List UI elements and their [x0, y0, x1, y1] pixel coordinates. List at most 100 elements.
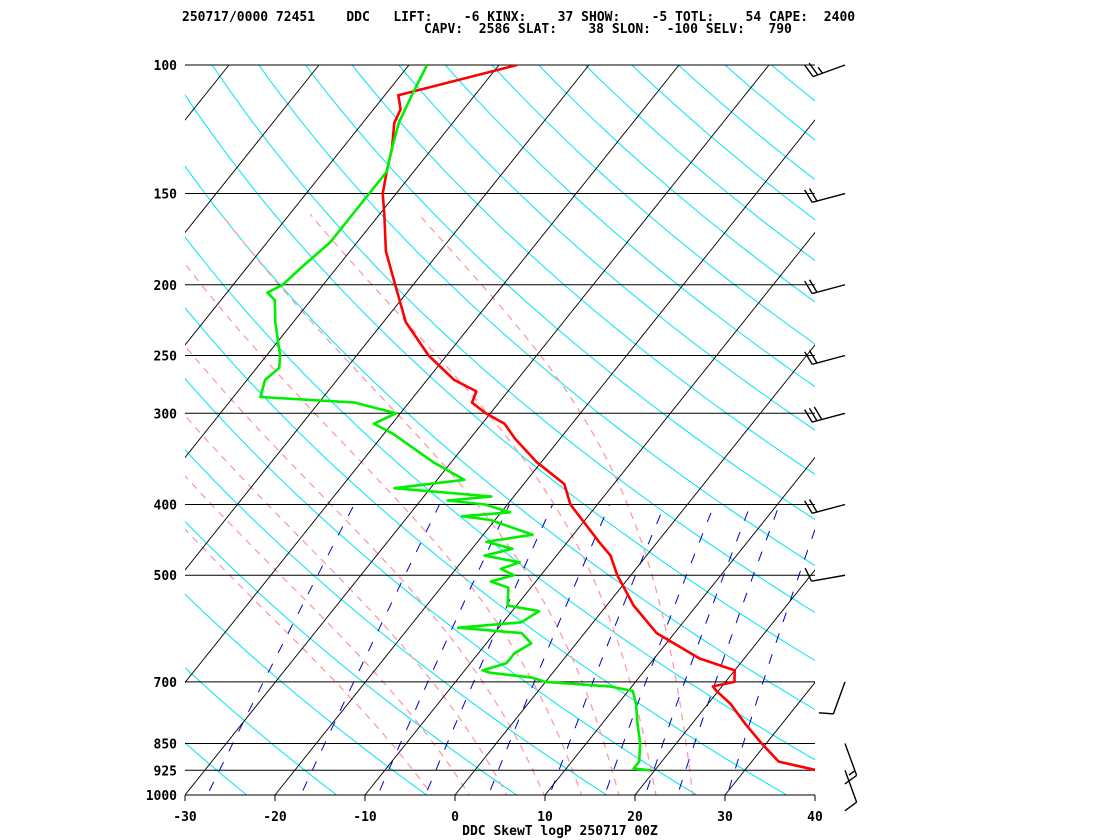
wind-barb-staff: [832, 681, 846, 715]
axis-ticks: -30 -20 -10 0 10 20 30 40: [173, 794, 823, 825]
mixing-ratio-line: [206, 504, 355, 795]
pressure-tick-label: 1000: [146, 789, 177, 804]
wind-barb-flag: [804, 280, 813, 294]
moist-adiabat: [418, 213, 694, 795]
dry-adiabat: [912, 65, 1120, 811]
dewpoint-profile: [259, 65, 651, 772]
dry-adiabat: [351, 65, 815, 476]
temperature-tick-label: -30: [173, 810, 197, 825]
wind-barb-flag: [804, 409, 813, 423]
isotherm: [454, 344, 815, 795]
wind-barb-flag: [808, 407, 818, 422]
isotherm: [364, 231, 815, 795]
isotherm: [0, 65, 49, 795]
mixing-ratio-line: [377, 504, 510, 795]
pressure-tick-label: 925: [154, 764, 177, 779]
wind-barb-staff: [811, 192, 846, 204]
mixing-ratio-line: [487, 504, 611, 795]
temperature-tick-label: 40: [807, 810, 823, 825]
isotherm: [185, 65, 410, 346]
wind-barb: [804, 279, 846, 295]
profiles: [259, 65, 815, 772]
dry-adiabat: [185, 667, 338, 795]
mixing-ratio-line: [549, 504, 666, 795]
dry-adiabat: [584, 65, 815, 262]
dry-adiabat: [185, 93, 815, 662]
wind-barb-flag: [844, 774, 858, 785]
temperature-tick-label: 10: [537, 810, 553, 825]
dry-adiabat: [958, 65, 1120, 811]
wind-barb: [804, 350, 846, 365]
wind-barb-flag: [808, 62, 819, 76]
dry-adiabat: [724, 65, 815, 141]
mixing-ratio-line: [424, 504, 554, 795]
dry-adiabat: [185, 520, 518, 795]
mixing-ratio-line: [726, 528, 815, 795]
wind-barb: [844, 743, 858, 785]
dry-adiabat: [185, 742, 248, 795]
dry-adiabat: [818, 65, 1120, 811]
moist-adiabat: [309, 213, 657, 795]
mixing-ratio-line: [300, 504, 440, 795]
wind-barb: [803, 62, 846, 78]
isotherm: [185, 65, 230, 121]
wind-barb: [804, 567, 846, 582]
wind-barb-flag: [804, 500, 813, 514]
mixing-ratio-line: [604, 504, 715, 795]
temperature-tick-label: 30: [717, 810, 733, 825]
isotherm: [185, 65, 770, 795]
wind-barb-half-flag: [848, 770, 856, 776]
moist-adiabat: [185, 528, 433, 795]
dry-adiabat: [211, 65, 815, 614]
isotherm: [274, 119, 815, 795]
moist-adiabat: [220, 213, 620, 795]
moist-adiabat: [185, 475, 470, 795]
mixing-ratio-line: [676, 504, 780, 795]
dry-adiabat: [1005, 65, 1120, 811]
pressure-tick-label: 500: [154, 569, 178, 584]
wind-barb-flag: [813, 406, 823, 420]
wind-barb-flag: [808, 499, 818, 513]
wind-barb-flag: [804, 351, 813, 365]
wind-barbs: [803, 62, 858, 812]
pressure-tick-label: 200: [154, 279, 178, 294]
pressure-tick-label: 250: [154, 349, 178, 364]
dry-adiabat: [305, 65, 815, 521]
wind-barb-staff: [811, 284, 846, 295]
temperature-tick-label: 20: [627, 810, 643, 825]
isotherm: [185, 65, 590, 571]
wind-barb-flag: [808, 350, 818, 364]
wind-barb-flag: [804, 189, 813, 203]
wind-barb: [804, 188, 846, 204]
isotherm: [0, 65, 139, 795]
isotherm: [185, 65, 500, 459]
dry-adiabat: [185, 165, 815, 711]
dry-adiabat: [771, 65, 815, 102]
dry-adiabat: [398, 65, 815, 431]
isotherm: [724, 681, 815, 795]
isobars: 100 150 200 250 300 400 500 700 850 925 1000: [146, 59, 815, 804]
header-line-2: CAPV: 2586 SLAT: 38 SLON: -100 SELV: 790: [424, 22, 792, 37]
pressure-tick-label: 700: [154, 676, 178, 691]
wind-barb-staff: [844, 770, 858, 803]
dry-adiabat: [185, 236, 815, 761]
wind-barb-flag: [808, 279, 818, 293]
wind-barb-half-flag: [817, 66, 824, 74]
isotherm: [544, 456, 815, 795]
wind-barb-flag: [818, 712, 834, 715]
dry-adiabat: [631, 65, 815, 221]
isotherm: [634, 569, 815, 795]
dry-adiabat: [185, 449, 608, 795]
moist-adiabat: [185, 344, 545, 795]
dry-adiabat: [185, 377, 698, 795]
pressure-tick-label: 300: [154, 407, 178, 422]
dry-adiabat: [185, 307, 788, 795]
wind-barb: [804, 406, 846, 423]
moist-adiabat: [185, 262, 583, 795]
isotherm: [185, 65, 320, 234]
pressure-tick-label: 100: [154, 59, 178, 74]
dry-adiabat: [258, 65, 815, 567]
dry-adiabat: [538, 65, 815, 303]
wind-barb: [804, 499, 846, 514]
